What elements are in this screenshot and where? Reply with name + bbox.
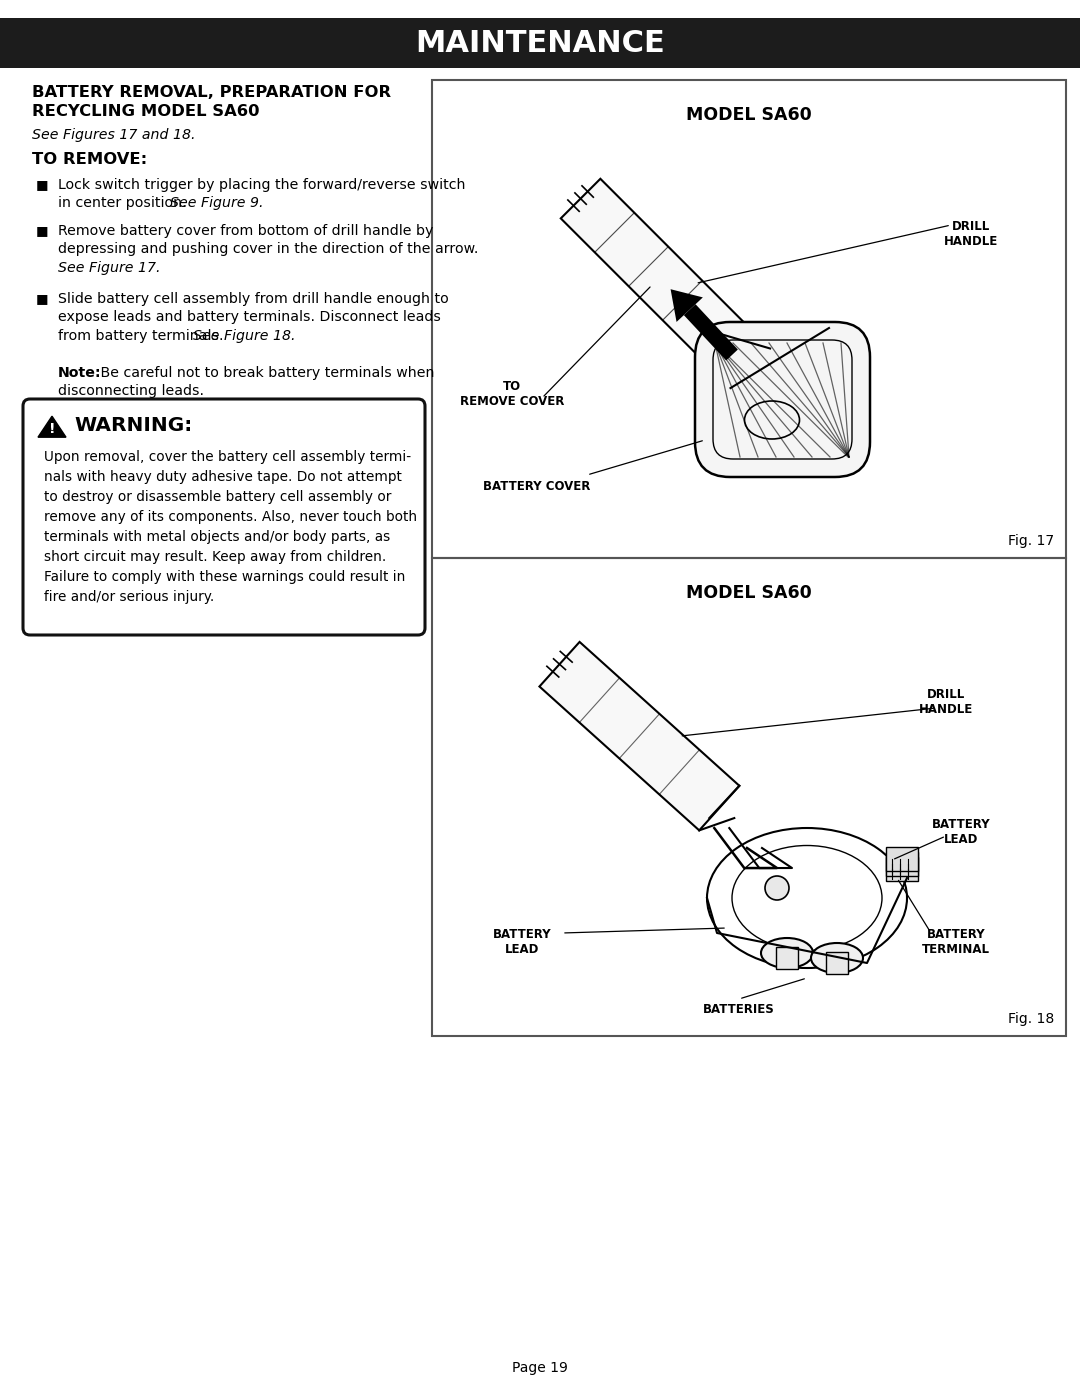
Text: Remove battery cover from bottom of drill handle by: Remove battery cover from bottom of dril… [58, 224, 433, 237]
Text: BATTERY
LEAD: BATTERY LEAD [932, 819, 990, 847]
Text: BATTERY REMOVAL, PREPARATION FOR: BATTERY REMOVAL, PREPARATION FOR [32, 85, 391, 101]
FancyBboxPatch shape [826, 951, 848, 974]
Text: nals with heavy duty adhesive tape. Do not attempt: nals with heavy duty adhesive tape. Do n… [44, 469, 402, 483]
Text: TO REMOVE:: TO REMOVE: [32, 152, 147, 168]
Text: from battery terminals.: from battery terminals. [58, 330, 228, 344]
Text: Note:: Note: [58, 366, 102, 380]
Text: disconnecting leads.: disconnecting leads. [58, 384, 204, 398]
Ellipse shape [811, 943, 863, 972]
Text: DRILL
HANDLE: DRILL HANDLE [919, 687, 973, 717]
Text: Fig. 18: Fig. 18 [1008, 1011, 1054, 1025]
Text: !: ! [49, 422, 55, 436]
Text: DRILL
HANDLE: DRILL HANDLE [944, 219, 998, 249]
Text: MODEL SA60: MODEL SA60 [686, 584, 812, 602]
Text: fire and/or serious injury.: fire and/or serious injury. [44, 590, 214, 604]
Polygon shape [684, 305, 738, 360]
FancyBboxPatch shape [886, 847, 918, 870]
Polygon shape [0, 18, 1080, 68]
Polygon shape [38, 416, 66, 437]
Text: terminals with metal objects and/or body parts, as: terminals with metal objects and/or body… [44, 529, 390, 543]
Text: in center position.: in center position. [58, 197, 191, 211]
Text: MODEL SA60: MODEL SA60 [686, 106, 812, 124]
FancyBboxPatch shape [23, 400, 426, 636]
Text: See Figure 17.: See Figure 17. [58, 261, 161, 275]
Text: to destroy or disassemble battery cell assembly or: to destroy or disassemble battery cell a… [44, 490, 391, 504]
Text: BATTERY
LEAD: BATTERY LEAD [492, 928, 551, 956]
Text: See Figures 17 and 18.: See Figures 17 and 18. [32, 129, 195, 142]
FancyBboxPatch shape [886, 856, 918, 882]
Text: Upon removal, cover the battery cell assembly termi-: Upon removal, cover the battery cell ass… [44, 450, 411, 464]
Text: ■: ■ [36, 177, 49, 191]
Text: RECYCLING MODEL SA60: RECYCLING MODEL SA60 [32, 103, 259, 119]
Text: short circuit may result. Keep away from children.: short circuit may result. Keep away from… [44, 550, 387, 564]
Text: Be careful not to break battery terminals when: Be careful not to break battery terminal… [96, 366, 434, 380]
Text: expose leads and battery terminals. Disconnect leads: expose leads and battery terminals. Disc… [58, 310, 441, 324]
FancyBboxPatch shape [777, 947, 798, 970]
Ellipse shape [761, 937, 813, 968]
Circle shape [765, 876, 789, 900]
Text: ■: ■ [36, 224, 49, 237]
Polygon shape [539, 641, 740, 830]
Text: BATTERY
TERMINAL: BATTERY TERMINAL [922, 928, 990, 956]
Text: remove any of its components. Also, never touch both: remove any of its components. Also, neve… [44, 510, 417, 524]
Text: See Figure 9.: See Figure 9. [171, 197, 264, 211]
Text: Slide battery cell assembly from drill handle enough to: Slide battery cell assembly from drill h… [58, 292, 449, 306]
Text: BATTERY COVER: BATTERY COVER [484, 481, 591, 493]
Text: See Figure 18.: See Figure 18. [193, 330, 296, 344]
Text: Page 19: Page 19 [512, 1361, 568, 1375]
FancyBboxPatch shape [886, 852, 918, 876]
Text: BATTERIES: BATTERIES [703, 1003, 774, 1016]
Polygon shape [561, 179, 770, 388]
Text: ■: ■ [36, 292, 49, 305]
Text: depressing and pushing cover in the direction of the arrow.: depressing and pushing cover in the dire… [58, 243, 478, 257]
Polygon shape [671, 289, 703, 321]
Text: Fig. 17: Fig. 17 [1008, 534, 1054, 548]
Text: Lock switch trigger by placing the forward/reverse switch: Lock switch trigger by placing the forwa… [58, 177, 465, 191]
FancyBboxPatch shape [696, 321, 870, 476]
Text: MAINTENANCE: MAINTENANCE [415, 28, 665, 57]
Text: WARNING:: WARNING: [75, 416, 192, 434]
Text: Failure to comply with these warnings could result in: Failure to comply with these warnings co… [44, 570, 405, 584]
Text: TO
REMOVE COVER: TO REMOVE COVER [460, 380, 564, 408]
